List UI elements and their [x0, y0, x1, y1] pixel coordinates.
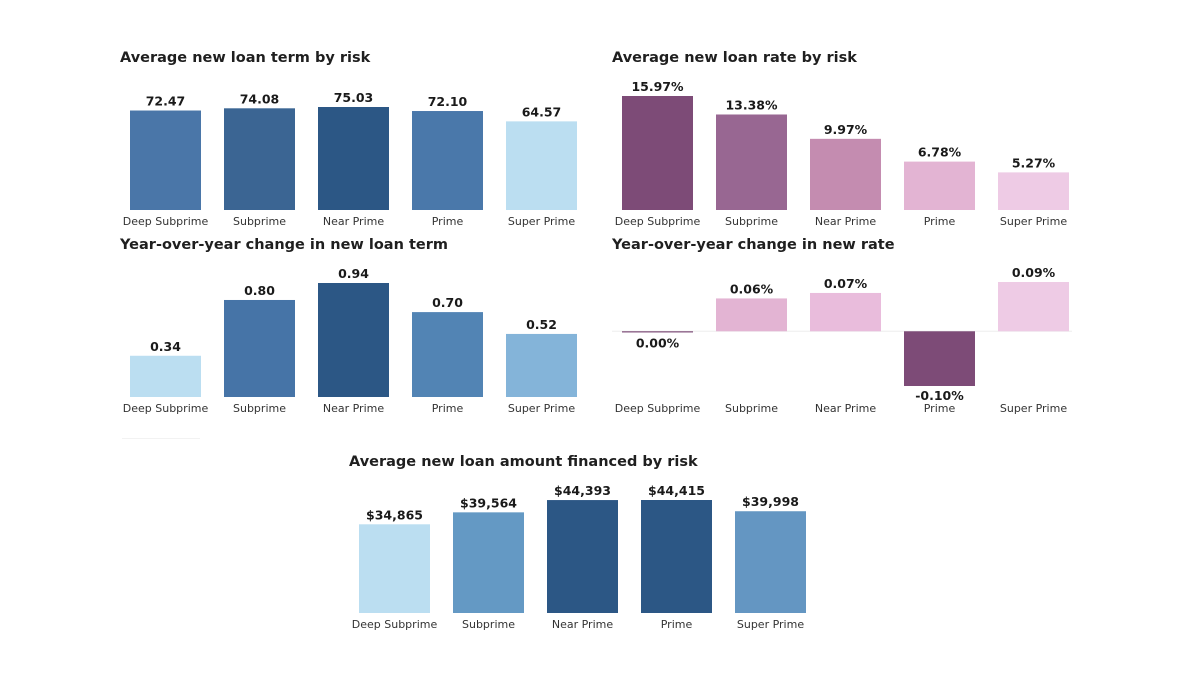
bar [506, 333, 577, 397]
category-label: Prime [661, 618, 693, 631]
category-label: Subprime [462, 618, 515, 631]
category-label: Deep Subprime [352, 618, 438, 631]
category-label: Prime [432, 402, 464, 415]
chart-title: Average new loan term by risk [120, 50, 371, 66]
category-label: Deep Subprime [123, 215, 209, 228]
bar [622, 96, 693, 210]
chart-title: Average new loan amount financed by risk [349, 454, 698, 470]
data-label: -0.10% [915, 388, 964, 403]
data-label: $34,865 [366, 507, 423, 522]
category-label: Super Prime [1000, 402, 1067, 415]
chart-amount-financed-plot: $34,865 Deep Subprime $39,564 Subprime $44,3… [352, 483, 806, 631]
bar [318, 107, 389, 210]
chart-title: Year-over-year change in new rate [612, 237, 895, 253]
category-label: Super Prime [508, 215, 575, 228]
bar [904, 161, 975, 210]
bar [547, 500, 618, 613]
data-label: 74.08 [240, 91, 280, 106]
bar [359, 524, 430, 613]
data-label: 0.80 [244, 283, 275, 298]
bar [130, 110, 201, 210]
bar [453, 512, 524, 613]
data-label: 75.03 [334, 90, 374, 105]
bar [412, 111, 483, 210]
data-label: $39,998 [742, 494, 799, 509]
data-label: 9.97% [824, 122, 868, 137]
bar [318, 283, 389, 397]
data-label: 5.27% [1012, 155, 1056, 170]
category-label: Super Prime [1000, 215, 1067, 228]
data-label: 0.34 [150, 339, 181, 354]
data-label: 72.47 [146, 94, 186, 109]
bar [810, 138, 881, 210]
data-label: 64.57 [522, 104, 562, 119]
bar [716, 114, 787, 210]
data-label: 0.52 [526, 317, 557, 332]
category-label: Near Prime [323, 215, 384, 228]
data-label: 72.10 [428, 94, 468, 109]
chart-yoy-rate: Year-over-year change in new rate 0.00% D… [612, 237, 1082, 422]
category-label: Subprime [725, 402, 778, 415]
bar [998, 282, 1069, 332]
bar [716, 298, 787, 332]
chart-amount-financed: Average new loan amount financed by risk… [349, 454, 819, 639]
chart-loan-term-plot: 72.47 Deep Subprime 74.08 Subprime 75.03 Near… [123, 90, 577, 228]
category-label: Prime [432, 215, 464, 228]
data-label: $44,415 [648, 483, 705, 498]
category-label: Deep Subprime [615, 402, 701, 415]
category-label: Prime [924, 215, 956, 228]
category-label: Deep Subprime [123, 402, 209, 415]
chart-yoy-term-plot: 0.34 Deep Subprime 0.80 Subprime 0.94 Near Pr… [123, 266, 577, 415]
bar [622, 331, 693, 333]
data-label: 0.06% [730, 281, 774, 296]
data-label: 0.09% [1012, 265, 1056, 280]
chart-yoy-rate-plot: 0.00% Deep Subprime 0.06% Subprime 0.07% Near… [612, 265, 1072, 415]
category-label: Near Prime [552, 618, 613, 631]
chart-loan-rate: Average new loan rate by risk 15.97% Deep… [612, 50, 1082, 235]
category-label: Prime [924, 402, 956, 415]
bar [412, 312, 483, 397]
category-label: Subprime [233, 215, 286, 228]
bar [224, 299, 295, 397]
chart-loan-term: Average new loan term by risk 72.47 Deep … [120, 50, 590, 235]
data-label: 13.38% [725, 97, 778, 112]
bar [904, 331, 975, 386]
data-label: 0.00% [636, 335, 680, 350]
divider [122, 438, 200, 439]
category-label: Subprime [233, 402, 286, 415]
data-label: $39,564 [460, 495, 517, 510]
bar [810, 292, 881, 332]
data-label: $44,393 [554, 483, 611, 498]
bar [224, 108, 295, 210]
chart-loan-rate-plot: 15.97% Deep Subprime 13.38% Subprime 9.97% Ne… [615, 79, 1069, 228]
bar [998, 172, 1069, 210]
chart-title: Average new loan rate by risk [612, 50, 857, 66]
category-label: Subprime [725, 215, 778, 228]
chart-yoy-term: Year-over-year change in new loan term 0… [120, 237, 590, 422]
category-label: Super Prime [508, 402, 575, 415]
data-label: 0.70 [432, 295, 463, 310]
bar [735, 511, 806, 613]
category-label: Deep Subprime [615, 215, 701, 228]
category-label: Near Prime [323, 402, 384, 415]
data-label: 0.07% [824, 276, 868, 291]
data-label: 6.78% [918, 145, 962, 160]
category-label: Near Prime [815, 402, 876, 415]
data-label: 15.97% [631, 79, 684, 94]
data-label: 0.94 [338, 266, 369, 281]
chart-title: Year-over-year change in new loan term [120, 237, 448, 253]
bar [641, 500, 712, 613]
category-label: Near Prime [815, 215, 876, 228]
category-label: Super Prime [737, 618, 804, 631]
bar [506, 121, 577, 210]
bar [130, 355, 201, 397]
